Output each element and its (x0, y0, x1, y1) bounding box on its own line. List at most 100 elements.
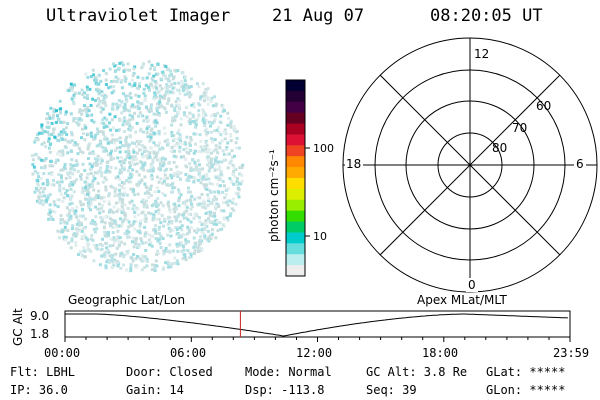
uv-pixel (109, 165, 113, 169)
uv-pixel (125, 135, 129, 139)
uv-pixel (111, 244, 115, 247)
uv-pixel (200, 177, 204, 181)
uv-pixel (213, 190, 216, 194)
uv-pixel (210, 96, 214, 100)
uv-pixel (48, 203, 52, 207)
uv-pixel (99, 106, 103, 110)
uv-pixel (169, 149, 173, 153)
uv-pixel (225, 153, 228, 156)
uv-pixel (105, 246, 108, 250)
uv-pixel (228, 161, 232, 165)
uv-pixel (178, 149, 181, 153)
uv-pixel (189, 136, 193, 139)
uv-pixel (111, 103, 115, 107)
uv-pixel (94, 223, 98, 226)
uv-pixel (97, 207, 101, 211)
uv-pixel (205, 131, 209, 135)
uv-pixel (149, 212, 153, 216)
uv-pixel (105, 260, 109, 264)
uv-pixel (121, 201, 125, 205)
uv-pixel (118, 150, 122, 154)
uv-pixel (57, 173, 61, 176)
uv-pixel (217, 160, 221, 164)
uv-pixel (161, 267, 165, 271)
uv-pixel (92, 137, 96, 141)
uv-pixel (148, 139, 152, 143)
uv-pixel (62, 235, 66, 239)
uv-pixel (214, 207, 218, 211)
uv-pixel (90, 234, 94, 237)
uv-pixel (106, 140, 110, 144)
uv-pixel (117, 239, 121, 243)
uv-pixel (141, 114, 145, 118)
uv-pixel (215, 128, 219, 132)
uv-pixel (210, 201, 213, 205)
uv-pixel (104, 72, 108, 76)
uv-pixel (158, 89, 162, 93)
uv-pixel (184, 238, 188, 242)
uv-pixel (30, 154, 34, 158)
uv-pixel (59, 221, 63, 225)
uv-pixel (197, 244, 201, 247)
uv-pixel (216, 190, 220, 194)
uv-pixel (59, 230, 63, 234)
uv-pixel (50, 133, 54, 136)
uv-pixel (179, 235, 183, 239)
uv-pixel (150, 244, 154, 248)
uv-pixel (152, 112, 156, 116)
uv-pixel (152, 168, 156, 171)
uv-pixel (176, 214, 180, 218)
uv-pixel (152, 216, 156, 220)
uv-pixel (102, 149, 106, 153)
uv-pixel (139, 219, 143, 223)
uv-pixel (186, 218, 190, 222)
uv-pixel (110, 266, 114, 270)
uv-pixel (107, 202, 111, 206)
uv-pixel (118, 243, 121, 247)
uv-pixel (57, 180, 61, 184)
uv-pixel (110, 209, 114, 213)
uv-pixel (125, 268, 129, 272)
uv-pixel (75, 222, 79, 226)
uv-pixel (74, 159, 78, 163)
uv-pixel (88, 199, 92, 203)
uv-pixel (149, 67, 152, 71)
uv-pixel (176, 170, 180, 174)
uv-pixel (218, 221, 222, 225)
uv-pixel (149, 176, 153, 180)
uv-pixel (143, 99, 147, 102)
uv-pixel (111, 186, 115, 189)
uv-pixel (204, 113, 208, 117)
uv-pixel (187, 240, 190, 244)
uv-pixel (131, 168, 135, 172)
uv-pixel (157, 237, 161, 241)
uv-pixel (52, 107, 56, 111)
uv-pixel (88, 142, 92, 146)
uv-pixel (229, 123, 233, 126)
uv-pixel (157, 228, 161, 232)
hour-label-12: 12 (474, 47, 489, 61)
uv-pixel (218, 184, 222, 188)
uv-pixel (55, 158, 59, 162)
uv-pixel (158, 102, 162, 106)
uv-pixel (189, 207, 193, 211)
colorbar-swatch (286, 101, 305, 114)
uv-pixel (98, 211, 102, 215)
label-bg-0 (466, 278, 478, 292)
uv-pixel (138, 229, 142, 233)
uv-pixel (207, 199, 210, 203)
uv-pixel (83, 193, 87, 197)
uv-pixel (47, 146, 51, 150)
uv-pixel (184, 83, 188, 87)
uv-pixel (129, 96, 133, 100)
uv-pixel (100, 247, 104, 251)
uv-pixel (109, 151, 113, 155)
uv-pixel (90, 181, 94, 185)
uv-pixel (111, 237, 115, 241)
uv-pixel (131, 259, 135, 263)
uv-pixel (104, 241, 108, 245)
uv-pixel (121, 63, 125, 67)
uv-pixel (144, 255, 148, 259)
uv-pixel (170, 176, 174, 180)
uv-pixel (83, 169, 87, 172)
